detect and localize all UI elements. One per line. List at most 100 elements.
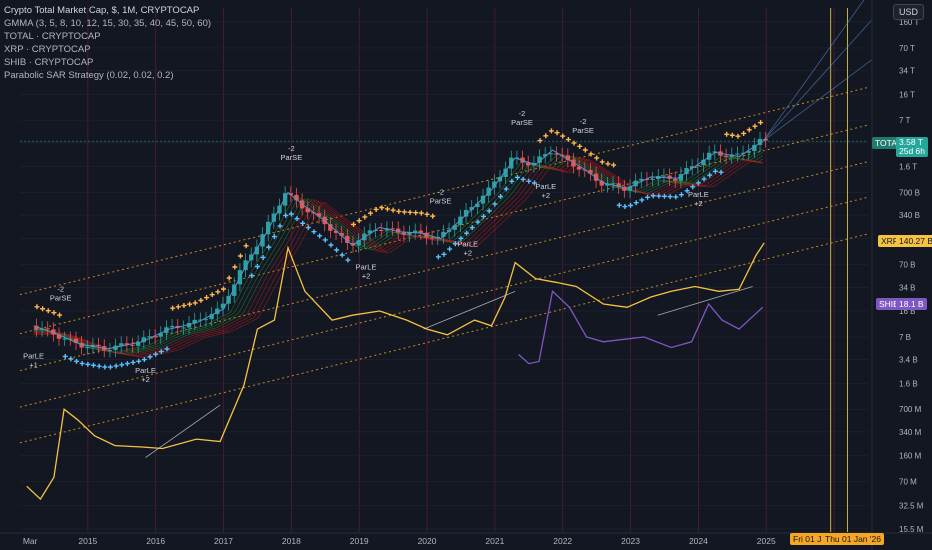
sar-marker: [407, 209, 413, 215]
sar-marker: [192, 300, 198, 306]
indicator-total[interactable]: TOTAL · CRYPTOCAP: [4, 31, 101, 42]
candle-body: [452, 225, 457, 230]
sar-marker: [136, 358, 142, 364]
candle-body: [605, 183, 610, 186]
candle-body: [469, 207, 474, 210]
candle-body: [254, 246, 260, 255]
sar-marker: [147, 354, 153, 360]
sar-marker: [486, 208, 492, 214]
candle-body: [441, 231, 446, 237]
sar-marker: [51, 310, 57, 316]
candle-body: [62, 338, 67, 340]
candle-body: [282, 193, 288, 206]
indicator-xrp[interactable]: XRP · CRYPTOCAP: [4, 44, 91, 55]
xrp-badge-label: XRP: [881, 236, 899, 246]
candle-body: [661, 175, 667, 177]
shib-price-value: 18.1 B: [899, 299, 924, 309]
sar-marker: [34, 304, 40, 310]
candle-body: [599, 180, 604, 186]
sar-marker: [158, 349, 164, 355]
time-highlight-2: Thu 01 Jan '26: [822, 533, 884, 545]
sar-marker: [752, 123, 758, 129]
sar-marker: [141, 357, 147, 363]
series-line-shib: [518, 290, 764, 365]
candle-body: [622, 186, 627, 191]
total-badge-label: TOTAL: [875, 138, 902, 148]
time-highlight-2-label: Thu 01 Jan '26: [825, 534, 881, 544]
sar-marker: [204, 295, 210, 301]
x-tick-label: 2016: [146, 536, 165, 546]
sar-marker: [424, 211, 430, 217]
sar-marker: [492, 201, 498, 207]
sar-annotation-text: ParLE: [535, 182, 556, 191]
y-tick-label: 70 T: [899, 44, 915, 53]
candle-body: [576, 166, 582, 170]
candle-body: [610, 183, 616, 185]
sar-marker: [633, 200, 639, 206]
sar-marker: [45, 308, 51, 314]
candle-body: [265, 221, 271, 235]
sar-annotation-text: ParSE: [281, 153, 303, 162]
sar-marker: [695, 180, 701, 186]
candle-body: [113, 345, 118, 351]
candle-body: [650, 179, 655, 181]
y-tick-label: 16 B: [899, 307, 915, 316]
sar-marker: [746, 127, 752, 133]
candle-body: [390, 228, 395, 230]
sar-annotation-text: -2: [519, 109, 526, 118]
candle-body: [305, 208, 310, 213]
indicator-shib[interactable]: SHIB · CRYPTOCAP: [4, 57, 94, 68]
sar-annotation-text: +2: [694, 199, 703, 208]
sar-marker: [396, 208, 402, 214]
sar-marker: [113, 363, 119, 369]
candle-body: [34, 325, 39, 330]
sar-annotation-text: ParLE: [457, 239, 478, 248]
sar-marker: [187, 301, 193, 307]
sar-marker: [673, 194, 679, 200]
y-tick-label: 160 M: [899, 452, 922, 461]
xrp-price-value: 140.27 B: [899, 236, 932, 246]
x-tick-label: Mar: [23, 536, 38, 546]
sar-marker: [124, 361, 130, 367]
x-tick-label: 2015: [78, 536, 97, 546]
sar-marker: [283, 212, 289, 218]
candle-body: [186, 323, 192, 328]
trendline: [423, 290, 516, 330]
sar-marker: [447, 246, 453, 252]
sar-marker: [413, 210, 419, 216]
y-tick-label: 15.5 M: [899, 525, 924, 534]
sar-marker: [594, 155, 600, 161]
sar-marker: [74, 358, 80, 364]
time-highlight-1-label: Fri 01 Ja: [793, 534, 827, 544]
sar-annotation-text: ParSE: [50, 293, 72, 302]
candle-body: [45, 328, 50, 330]
sar-marker: [334, 247, 340, 253]
sar-marker: [68, 356, 74, 362]
sar-marker: [639, 197, 645, 203]
x-tick-label: 2025: [757, 536, 776, 546]
sar-marker: [221, 286, 227, 292]
chart-legend: Crypto Total Market Cap, $, 1M, CRYPTOCA…: [4, 4, 211, 82]
x-tick-label: 2021: [485, 536, 504, 546]
sar-marker: [130, 359, 136, 365]
currency-button[interactable]: USD: [892, 4, 924, 20]
indicator-gmma[interactable]: GMMA (3, 5, 8, 10, 12, 15, 30, 35, 40, 4…: [4, 18, 212, 29]
y-tick-label: 34 B: [899, 283, 915, 292]
sar-marker: [571, 140, 577, 146]
candle-body: [288, 193, 293, 195]
shib-price-badge: 18.1 B: [896, 298, 927, 310]
trendline: [145, 404, 221, 458]
sar-marker: [645, 194, 651, 200]
y-tick-label: 160 T: [899, 18, 919, 27]
indicator-parabolic-sar[interactable]: Parabolic SAR Strategy (0.02, 0.02, 0.2): [4, 70, 174, 81]
sar-marker: [339, 252, 345, 258]
sar-annotation-text: -2: [288, 144, 295, 153]
candle-body: [339, 232, 344, 236]
sar-annotation-text: -2: [57, 284, 64, 293]
sar-annotation-text: +2: [362, 271, 371, 280]
sar-marker: [107, 364, 113, 370]
x-tick-label: 2022: [553, 536, 572, 546]
trend-channel-line: [19, 124, 869, 335]
candle-body: [633, 180, 638, 187]
